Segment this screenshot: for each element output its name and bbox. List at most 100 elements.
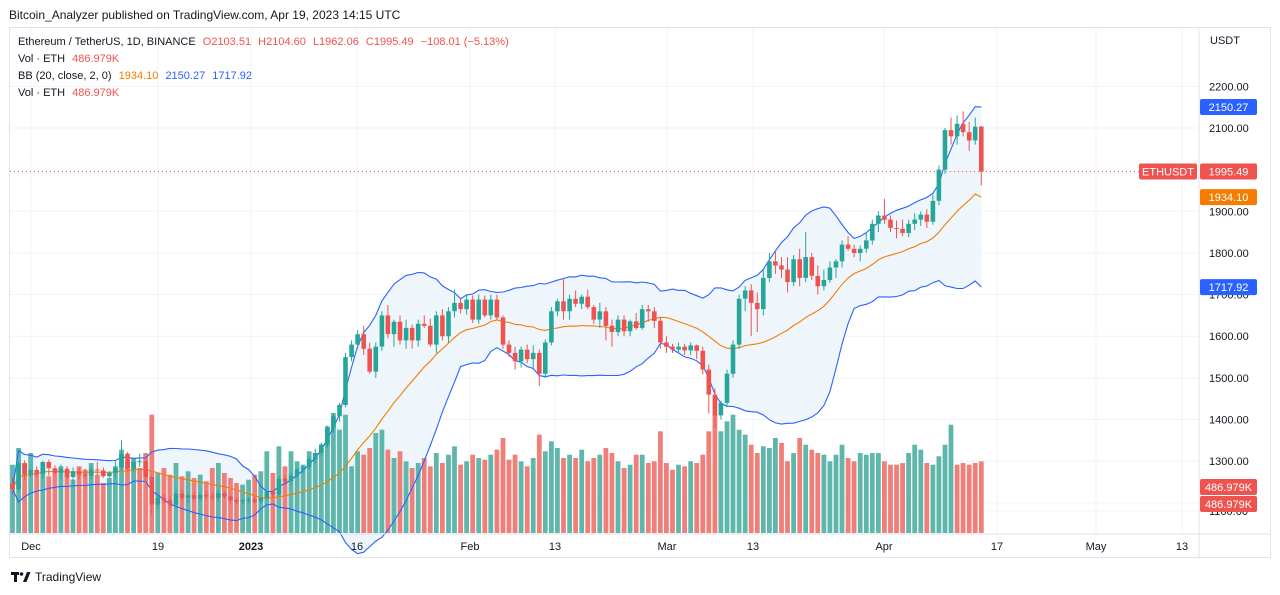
time-tick-label: Dec	[21, 541, 41, 553]
candle-body	[549, 311, 554, 343]
badge-bb-basis: 1934.10	[1200, 189, 1257, 206]
time-tick-label: May	[1086, 541, 1107, 553]
volume-bar	[912, 444, 918, 533]
volume-bar	[409, 468, 415, 533]
candle-body	[197, 494, 203, 499]
candle-body	[664, 342, 669, 347]
candle-body	[234, 499, 239, 502]
volume-bar	[942, 444, 948, 533]
volume-bar	[179, 476, 185, 533]
candle-body	[58, 468, 64, 473]
tradingview-branding[interactable]: TradingView	[11, 570, 101, 584]
candle-body	[488, 299, 494, 316]
time-tick-label: Apr	[875, 541, 892, 553]
candle-body	[930, 200, 936, 222]
ohlc-change: −108.01 (−5.13%)	[420, 36, 509, 48]
volume-bar	[415, 463, 421, 533]
chart-frame[interactable]	[9, 27, 1271, 558]
candle-body	[40, 462, 46, 474]
volume-bar	[906, 453, 911, 533]
volume-bar	[791, 453, 796, 533]
volume-label-2[interactable]: Vol · ETH	[18, 87, 66, 99]
candle-body	[785, 269, 790, 283]
volume-bar	[936, 456, 942, 533]
volume-label[interactable]: Vol · ETH	[18, 53, 66, 65]
volume-bar	[500, 438, 506, 533]
candle-body	[88, 469, 94, 476]
price-tick-label: 1600.00	[1209, 331, 1249, 343]
volume-bar	[779, 443, 784, 533]
volume-bar	[203, 481, 209, 533]
volume-bar	[427, 466, 433, 533]
volume-bar	[797, 438, 803, 533]
candle-body	[512, 352, 518, 362]
candle-body	[906, 223, 911, 233]
candle-body	[537, 352, 542, 374]
price-tick-label: 2100.00	[1209, 123, 1249, 135]
candle-body	[70, 471, 76, 477]
bb-basis-value: 1934.10	[118, 70, 159, 82]
bollinger-lines	[11, 106, 982, 555]
candle-body	[421, 323, 427, 326]
volume-bar	[869, 453, 875, 533]
candle-body	[646, 309, 651, 312]
svg-text:486.979K: 486.979K	[1205, 482, 1253, 494]
candle-body	[864, 240, 869, 249]
candle-body	[936, 169, 942, 201]
volume-bar	[706, 431, 712, 533]
candle-body	[288, 475, 294, 482]
volume-bar	[803, 444, 809, 533]
candle-body	[119, 453, 124, 468]
candle-body	[331, 416, 336, 428]
volume-bar	[882, 461, 887, 533]
volume-bar	[464, 461, 469, 533]
volume-bar	[482, 459, 488, 533]
candle-body	[857, 248, 863, 253]
time-tick-label: 13	[747, 541, 759, 553]
volume-bar	[900, 463, 905, 533]
volume-bar	[433, 453, 439, 533]
volume-bar	[421, 458, 427, 533]
candle-body	[76, 471, 82, 475]
candle-body	[409, 327, 415, 341]
volume-bar	[70, 479, 76, 533]
volume-bar	[518, 461, 524, 533]
candle-body	[113, 467, 118, 473]
price-tick-label: 1900.00	[1209, 206, 1249, 218]
legend-volume-row-2: Vol · ETH 486.979K	[18, 87, 123, 99]
symbol-name[interactable]: Ethereum / TetherUS, 1D, BINANCE	[18, 36, 196, 48]
tradingview-logo-icon	[11, 572, 31, 582]
bb-label[interactable]: BB (20, close, 2, 0)	[18, 70, 112, 82]
candle-body	[633, 321, 639, 328]
volume-bar	[506, 459, 512, 533]
candle-body	[670, 346, 675, 350]
volume-bar	[470, 454, 476, 533]
volume-bar	[664, 463, 669, 533]
candle-body	[573, 298, 578, 304]
volume-bar	[300, 464, 306, 533]
volume-bar	[494, 449, 500, 533]
candle-body	[894, 228, 899, 229]
candle-body	[615, 319, 621, 333]
bb-upper-value: 2150.27	[165, 70, 206, 82]
candle-body	[270, 492, 276, 495]
candle-body	[585, 296, 590, 308]
volume-bar	[670, 469, 675, 533]
candle-body	[391, 321, 397, 335]
volume-bar	[555, 448, 560, 533]
time-tick-label: 13	[1176, 541, 1188, 553]
candle-body	[373, 346, 379, 372]
volume-bar	[76, 466, 82, 533]
volume-bar	[821, 454, 827, 533]
price-tick-label: 1400.00	[1209, 415, 1249, 427]
candle-body	[258, 497, 264, 502]
candle-body	[252, 499, 257, 502]
candle-body	[736, 298, 742, 345]
volume-bar	[845, 458, 851, 533]
candle-body	[46, 462, 52, 469]
volume-bar	[113, 466, 118, 533]
candle-body	[621, 319, 627, 332]
candle-body	[900, 228, 905, 233]
volume-bar	[343, 414, 348, 533]
